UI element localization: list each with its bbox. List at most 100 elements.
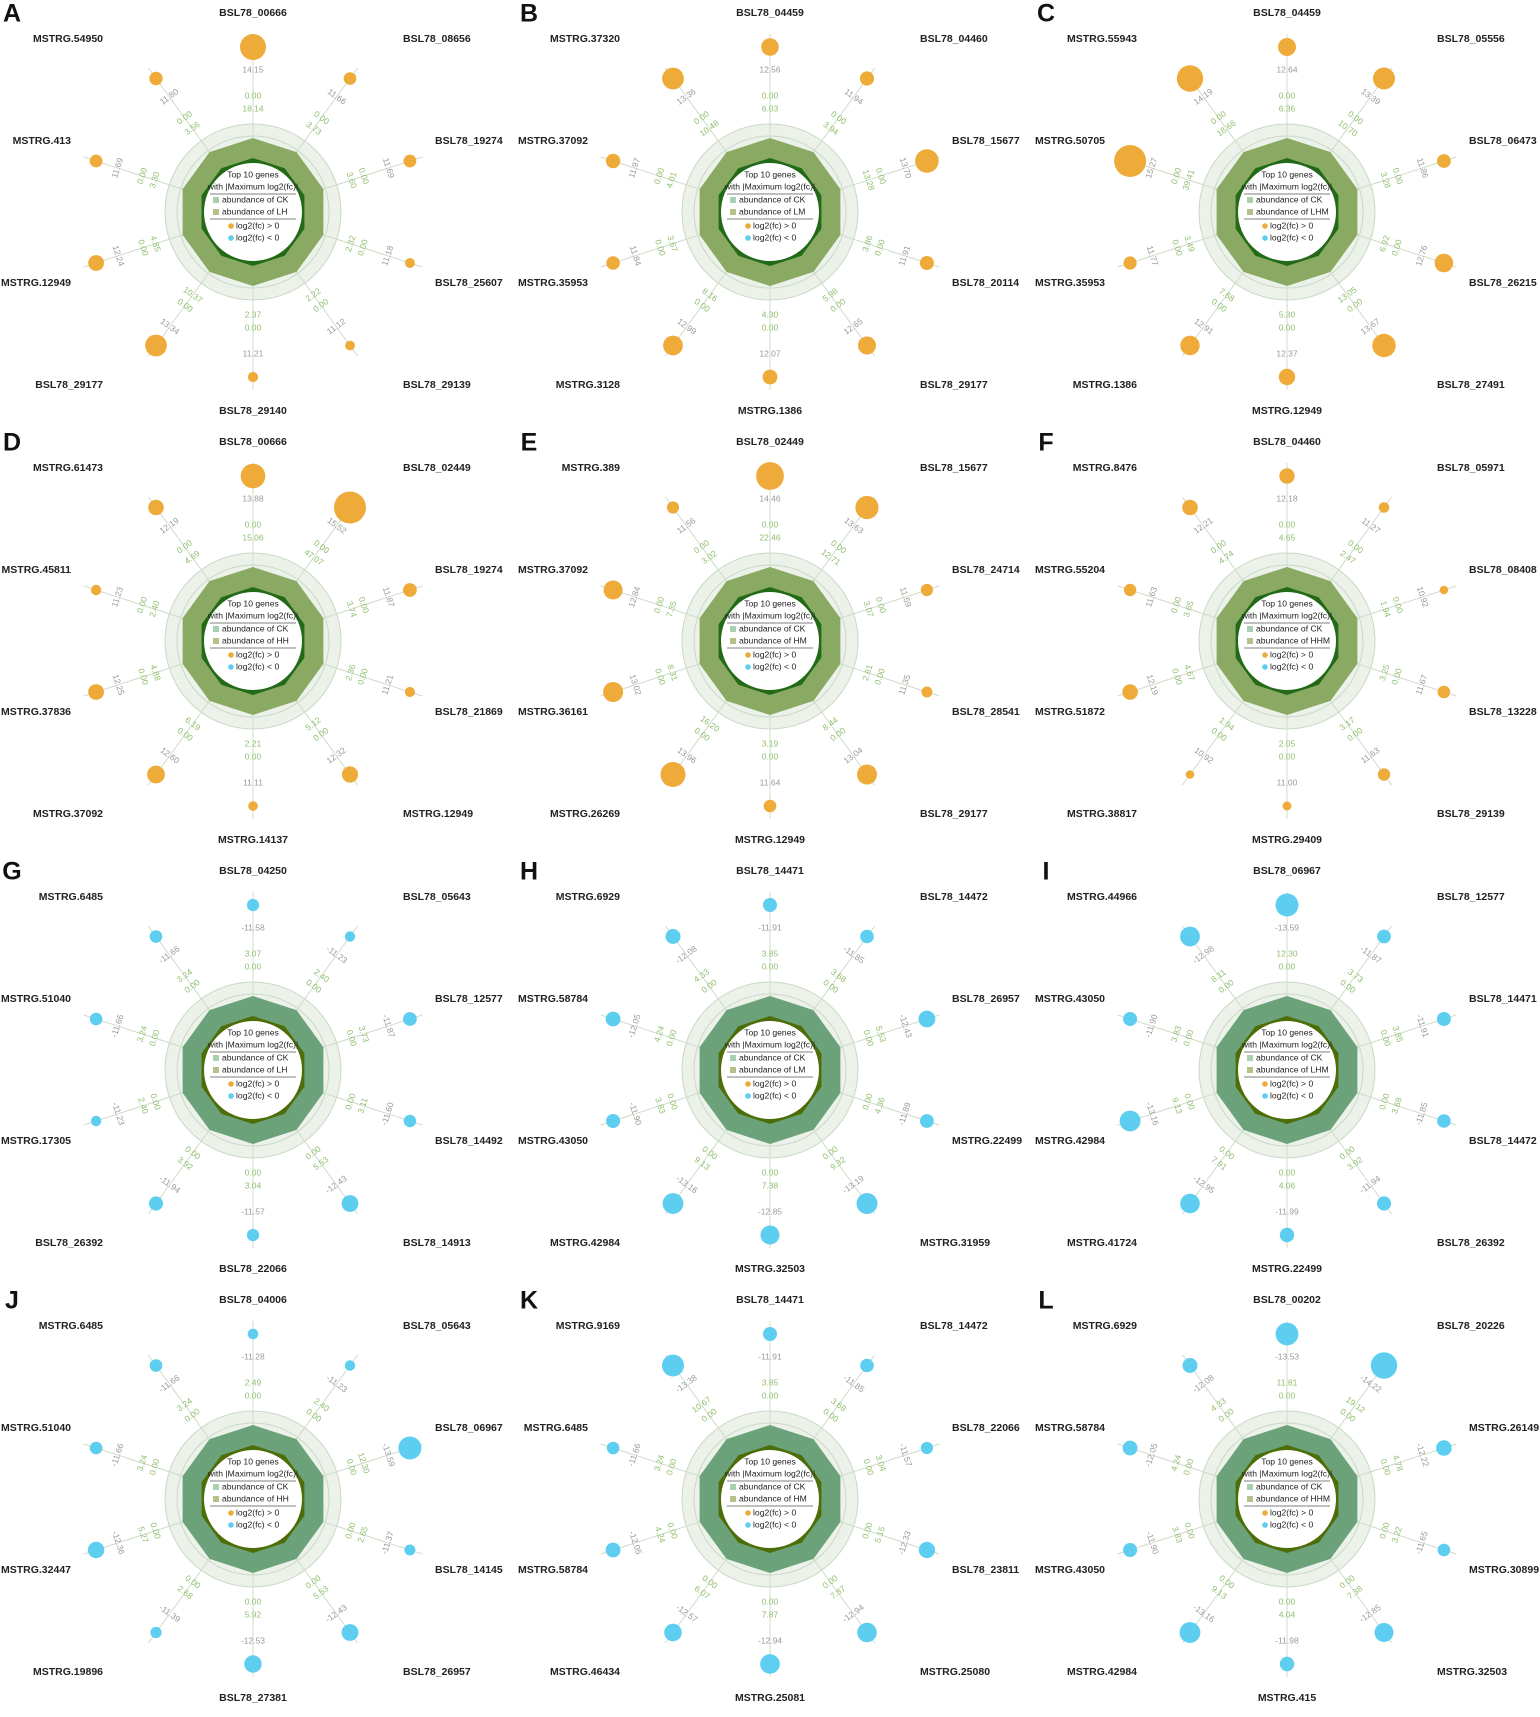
log2fc-value: -11.94	[1358, 1173, 1383, 1195]
ck-swatch-icon	[1247, 1055, 1253, 1061]
log2fc-value: 12.19	[1145, 673, 1161, 697]
gene-name-label: MSTRG.37092	[518, 135, 588, 147]
gene-bubble	[1176, 65, 1204, 92]
center-legend: Top 10 genes with |Maximum log2(fc)| abund…	[207, 1027, 298, 1100]
up-dot-icon	[745, 1510, 751, 1516]
log2fc-value: 11.63	[1143, 585, 1159, 608]
log2fc-value: -11.90	[627, 1101, 644, 1127]
panel-letter: J	[5, 1287, 19, 1315]
gene-name-label: MSTRG.32503	[735, 1263, 805, 1275]
legend-circle	[204, 1450, 302, 1548]
legend-down-label: log2(fc) < 0	[236, 661, 279, 671]
center-legend: Top 10 genes with |Maximum log2(fc)| abund…	[207, 169, 298, 242]
legend-subtitle: with |Maximum log2(fc)|	[207, 1039, 298, 1049]
gene-bubble	[860, 929, 874, 944]
legend-down-label: log2(fc) < 0	[753, 1519, 796, 1529]
log2fc-value: -11.66	[626, 1442, 643, 1468]
gene-bubble	[857, 764, 877, 785]
log2fc-value: 14.15	[242, 64, 264, 74]
log2fc-value: -11.99	[1275, 1206, 1299, 1216]
abundance-treatment-value: 0.00	[665, 1092, 680, 1111]
panel-b: B Top 10 genes with |Maximum log2(fc)| abun…	[517, 0, 1030, 429]
gene-bubble	[760, 1225, 780, 1245]
gene-bubble	[88, 255, 104, 271]
panel-h: H Top 10 genes with |Maximum log2(fc)| abun…	[517, 858, 1030, 1287]
log2fc-value: 12.19	[158, 515, 181, 536]
up-dot-icon	[1262, 652, 1268, 658]
abundance-ck-value: 7.38	[762, 1180, 779, 1190]
legend-ck-label: abundance of CK	[739, 1481, 806, 1491]
gene-name-label: MSTRG.45811	[2, 564, 72, 576]
gene-bubble	[89, 154, 103, 168]
abundance-ck-value: 3.83	[1170, 1525, 1185, 1544]
legend-title: Top 10 genes	[1261, 169, 1313, 179]
abundance-ck-value: 0.00	[872, 667, 887, 686]
legend-up-label: log2(fc) > 0	[753, 1078, 796, 1088]
gene-bubble	[1123, 256, 1137, 270]
gene-bubble	[1180, 335, 1200, 356]
gene-name-label: BSL78_14471	[736, 865, 804, 877]
legend-treatment-label: abundance of HH	[222, 635, 289, 645]
gene-name-label: BSL78_26957	[403, 1666, 471, 1678]
radial-chart-c: C Top 10 genes with |Maximum log2(fc)| abun…	[1035, 0, 1537, 417]
gene-bubble	[1123, 1543, 1138, 1557]
gene-bubble	[920, 583, 933, 597]
log2fc-value: 11.18	[379, 244, 395, 267]
gene-bubble	[1180, 1193, 1200, 1214]
abundance-ck-value: 0.00	[1169, 166, 1184, 185]
log2fc-value: 11.67	[1413, 673, 1429, 696]
gene-name-label: MSTRG.58784	[1035, 1422, 1105, 1434]
gene-name-label: BSL78_00666	[219, 436, 287, 448]
gene-bubble	[1370, 1352, 1398, 1379]
log2fc-value: 11.94	[843, 86, 866, 106]
gene-name-label: MSTRG.6485	[39, 1320, 103, 1332]
gene-bubble	[662, 1354, 684, 1377]
legend-ck-label: abundance of CK	[1256, 194, 1323, 204]
gene-name-label: MSTRG.35953	[518, 277, 588, 289]
legend-subtitle: with |Maximum log2(fc)|	[724, 181, 815, 191]
log2fc-value: 11.66	[326, 86, 349, 106]
abundance-ck-value: 0.00	[652, 595, 667, 614]
log2fc-value: -11.23	[325, 944, 350, 966]
gene-bubble	[89, 1012, 103, 1026]
panel-j: J Top 10 genes with |Maximum log2(fc)| abun…	[0, 1287, 513, 1716]
legend-circle	[1238, 163, 1336, 261]
legend-treatment-label: abundance of HH	[222, 1493, 289, 1503]
abundance-treatment-value: 2.21	[245, 738, 262, 748]
gene-bubble	[89, 1441, 103, 1455]
log2fc-value: -12.94	[840, 1602, 866, 1624]
log2fc-value: -11.87	[380, 1013, 397, 1039]
legend-circle	[1238, 1021, 1336, 1119]
log2fc-value: 13.34	[158, 316, 181, 337]
log2fc-value: -13.59	[1275, 922, 1299, 932]
gene-bubble	[246, 1228, 260, 1242]
gene-bubble	[664, 1623, 682, 1642]
log2fc-value: 12.18	[1276, 493, 1298, 503]
legend-circle	[721, 1450, 819, 1548]
gene-bubble	[90, 1115, 102, 1127]
gene-name-label: MSTRG.12949	[1252, 405, 1322, 417]
abundance-ck-value: 3.83	[653, 1096, 668, 1115]
abundance-treatment-value: 0.00	[147, 1457, 162, 1476]
gene-name-label: MSTRG.42984	[550, 1237, 620, 1249]
legend-ck-label: abundance of CK	[1256, 623, 1323, 633]
treatment-swatch-icon	[213, 1496, 219, 1502]
log2fc-value: -11.98	[1275, 1635, 1299, 1645]
abundance-treatment-value: 4.01	[664, 170, 679, 189]
abundance-ck-value: 2.49	[245, 1377, 262, 1387]
center-legend: Top 10 genes with |Maximum log2(fc)| abund…	[724, 1456, 815, 1529]
abundance-ck-value: 3.73	[357, 1025, 372, 1044]
gene-bubble	[341, 1195, 359, 1212]
gene-name-label: BSL78_04459	[736, 7, 804, 19]
log2fc-value: -12.08	[1190, 1372, 1216, 1394]
legend-circle	[721, 163, 819, 261]
gene-name-label: MSTRG.17305	[1, 1135, 71, 1147]
log2fc-value: 12.37	[1276, 348, 1298, 358]
abundance-treatment-value: 3.19	[762, 738, 779, 748]
legend-down-label: log2(fc) < 0	[1270, 1519, 1313, 1529]
abundance-ck-value: 3.83	[1169, 1024, 1184, 1043]
legend-circle	[204, 163, 302, 261]
legend-title: Top 10 genes	[1261, 1456, 1313, 1466]
log2fc-value: 11.69	[381, 157, 397, 180]
gene-name-label: BSL78_08656	[403, 33, 471, 45]
